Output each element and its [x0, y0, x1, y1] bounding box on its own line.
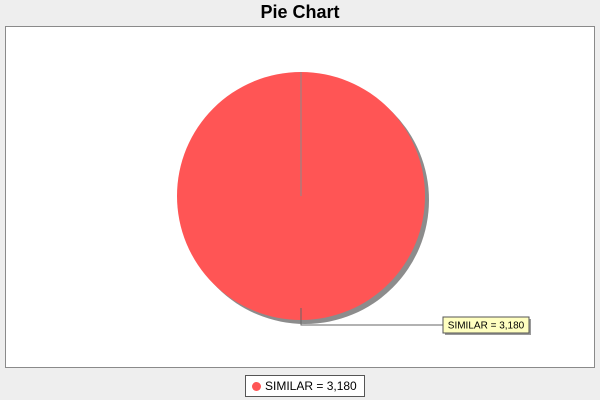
chart-title: Pie Chart	[260, 2, 340, 22]
label-leader-similar	[300, 308, 443, 326]
legend: SIMILAR = 3,180	[245, 375, 365, 397]
plot-area: SIMILAR = 3,180	[5, 26, 595, 368]
slice-label-box-similar	[442, 316, 530, 334]
labels-layer: SIMILAR = 3,180	[300, 308, 531, 335]
pie-chart: SIMILAR = 3,180	[177, 72, 531, 335]
legend-label-similar: SIMILAR = 3,180	[265, 379, 357, 393]
legend-swatch-similar	[252, 381, 261, 391]
slices-layer	[177, 72, 425, 320]
slice-label-similar: SIMILAR = 3,180	[448, 321, 525, 332]
